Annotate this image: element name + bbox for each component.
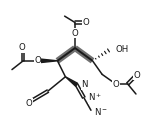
Text: O: O bbox=[112, 80, 119, 89]
Polygon shape bbox=[38, 59, 57, 63]
Text: O: O bbox=[25, 99, 32, 108]
Text: O: O bbox=[72, 29, 78, 38]
Text: N: N bbox=[81, 80, 88, 89]
Text: N$^-$: N$^-$ bbox=[94, 106, 108, 117]
Text: OH: OH bbox=[115, 45, 128, 54]
Text: O: O bbox=[34, 56, 41, 65]
Text: O: O bbox=[133, 71, 140, 80]
Text: N$^+$: N$^+$ bbox=[88, 92, 102, 103]
Polygon shape bbox=[65, 77, 78, 86]
Text: O: O bbox=[18, 43, 25, 52]
Text: O: O bbox=[82, 18, 89, 27]
